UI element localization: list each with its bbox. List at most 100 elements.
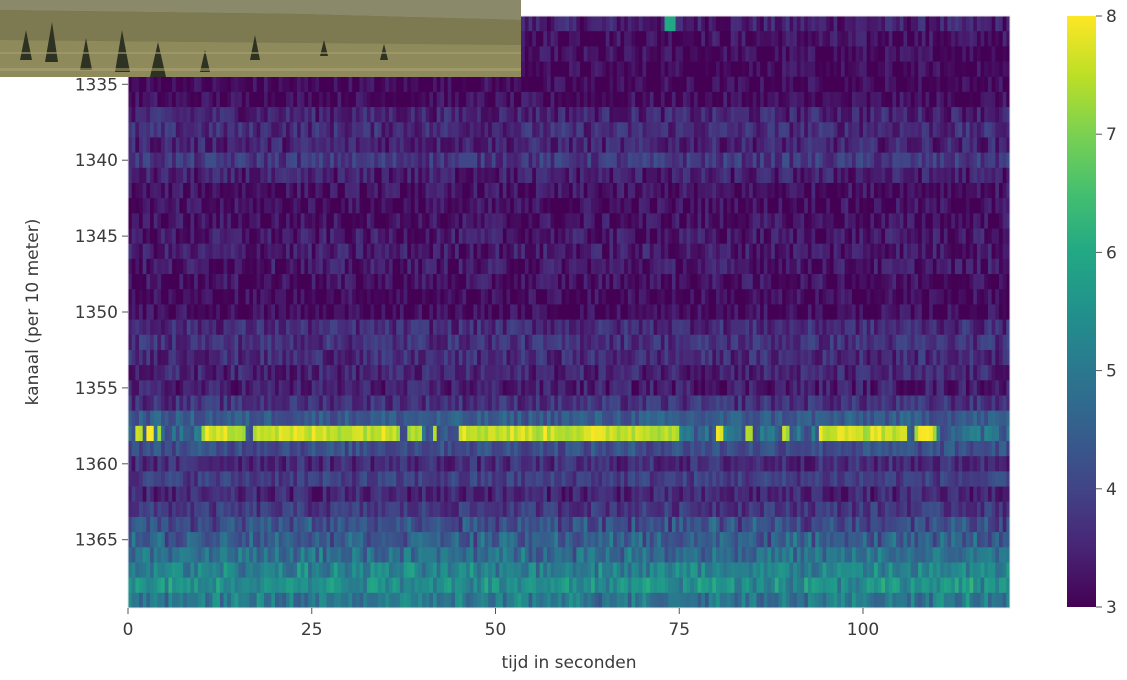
heatmap-cell xyxy=(201,213,206,229)
heatmap-cell xyxy=(153,137,158,154)
heatmap-cell xyxy=(624,243,629,260)
heatmap-cell xyxy=(918,137,923,154)
heatmap-cell xyxy=(370,122,375,138)
heatmap-cell xyxy=(183,289,188,305)
heatmap-cell xyxy=(866,258,871,275)
heatmap-cell xyxy=(704,61,710,78)
heatmap-cell xyxy=(469,152,474,169)
heatmap-cell xyxy=(763,152,768,169)
heatmap-cell xyxy=(517,319,522,336)
heatmap-cell xyxy=(256,198,261,214)
heatmap-cell xyxy=(712,61,717,78)
heatmap-cell xyxy=(286,137,291,154)
heatmap-cell xyxy=(848,182,853,199)
heatmap-cell xyxy=(131,152,136,169)
heatmap-cell xyxy=(863,31,868,47)
heatmap-cell xyxy=(293,137,298,154)
heatmap-cell xyxy=(374,304,379,320)
heatmap-cell xyxy=(499,243,504,260)
heatmap-cell xyxy=(738,31,743,47)
heatmap-cell xyxy=(256,152,261,169)
heatmap-cell xyxy=(796,243,801,260)
heatmap-cell xyxy=(616,152,621,169)
heatmap-cell xyxy=(260,137,265,154)
heatmap-cell xyxy=(139,228,144,245)
heatmap-cell xyxy=(888,31,893,47)
heatmap-cell xyxy=(642,46,647,62)
heatmap-cell xyxy=(557,61,563,78)
heatmap-cell xyxy=(293,107,298,123)
heatmap-cell xyxy=(407,137,412,154)
heatmap-cell xyxy=(851,274,857,290)
heatmap-cell xyxy=(947,198,952,214)
heatmap-cell xyxy=(712,107,717,123)
heatmap-cell xyxy=(499,91,504,108)
heatmap-cell xyxy=(613,289,618,305)
heatmap-cell xyxy=(172,243,177,260)
heatmap-cell xyxy=(480,304,485,320)
heatmap-cell xyxy=(690,304,695,320)
heatmap-cell xyxy=(583,319,588,336)
heatmap-cell xyxy=(649,319,654,336)
heatmap-cell xyxy=(653,122,658,138)
heatmap-cell xyxy=(826,91,831,108)
heatmap-cell xyxy=(444,137,449,154)
heatmap-cell xyxy=(767,319,772,336)
heatmap-cell xyxy=(591,304,596,320)
heatmap-cell xyxy=(587,274,592,290)
heatmap-cell xyxy=(932,228,937,245)
heatmap-cell xyxy=(1002,137,1007,154)
heatmap-cell xyxy=(513,304,518,320)
heatmap-cell xyxy=(557,46,563,62)
heatmap-cell xyxy=(256,213,261,229)
heatmap-cell xyxy=(649,91,654,108)
heatmap-cell xyxy=(605,213,610,229)
heatmap-cell xyxy=(712,319,717,336)
heatmap-cell xyxy=(965,91,970,108)
heatmap-cell xyxy=(502,319,507,336)
heatmap-cell xyxy=(910,76,915,93)
heatmap-cell xyxy=(712,289,717,305)
heatmap-cell xyxy=(613,76,618,93)
heatmap-cell xyxy=(381,274,386,290)
heatmap-cell xyxy=(657,289,662,305)
heatmap-cell xyxy=(212,182,217,199)
heatmap-cell xyxy=(186,107,191,123)
heatmap-cell xyxy=(954,198,959,214)
heatmap-cell xyxy=(491,107,496,123)
heatmap-cell xyxy=(352,274,357,290)
heatmap-cell xyxy=(245,228,250,245)
heatmap-cell xyxy=(896,182,901,199)
heatmap-cell xyxy=(458,107,463,123)
heatmap-cell xyxy=(466,213,471,229)
heatmap-cell xyxy=(763,274,768,290)
heatmap-cell xyxy=(333,228,338,245)
heatmap-cell xyxy=(863,167,868,184)
heatmap-cell xyxy=(745,122,750,138)
heatmap-cell xyxy=(892,198,897,214)
heatmap-cell xyxy=(969,167,974,184)
heatmap-cell xyxy=(855,213,860,229)
heatmap-cell xyxy=(844,122,849,138)
heatmap-cell xyxy=(796,213,801,229)
heatmap-cell xyxy=(829,107,834,123)
heatmap-cell xyxy=(499,122,504,138)
heatmap-cell xyxy=(333,243,338,260)
heatmap-cell xyxy=(943,107,948,123)
heatmap-cell xyxy=(249,198,254,214)
heatmap-cell xyxy=(278,91,283,108)
heatmap-cell xyxy=(543,137,548,154)
heatmap-cell xyxy=(796,76,801,93)
heatmap-cell xyxy=(488,243,493,260)
heatmap-cell xyxy=(613,304,618,320)
heatmap-cell xyxy=(807,274,812,290)
heatmap-cell xyxy=(286,91,291,108)
heatmap-cell xyxy=(377,198,382,214)
heatmap-cell xyxy=(804,167,809,184)
heatmap-cell xyxy=(605,182,610,199)
heatmap-cell xyxy=(903,31,908,47)
heatmap-cell xyxy=(135,213,140,229)
heatmap-cell xyxy=(646,182,651,199)
heatmap-cell xyxy=(723,274,728,290)
heatmap-cell xyxy=(863,243,868,260)
